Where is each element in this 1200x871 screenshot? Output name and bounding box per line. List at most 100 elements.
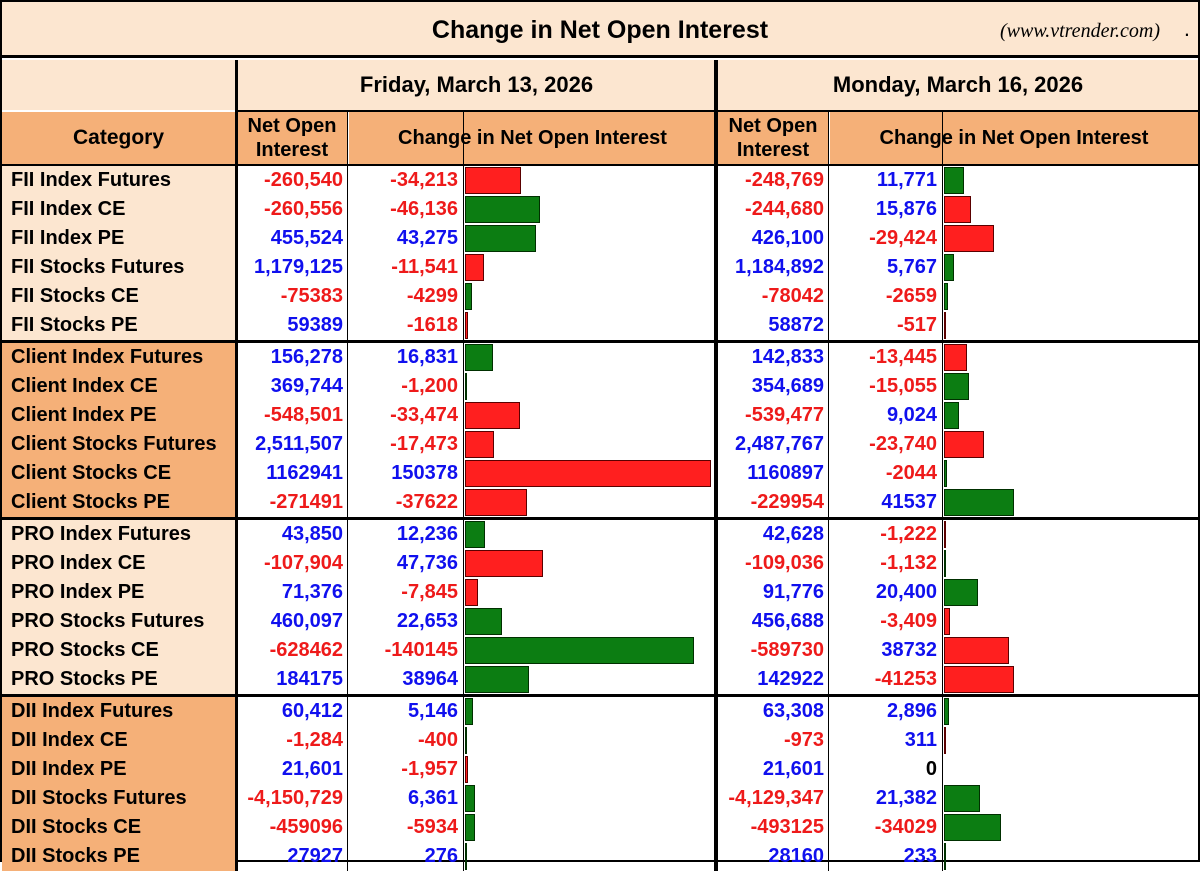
fri-noi-value: -260,556 bbox=[264, 198, 343, 220]
mon-noi-value: -973 bbox=[783, 729, 824, 751]
net-oi-label-line2: Interest bbox=[255, 139, 329, 161]
mon-noi-value: -4,129,347 bbox=[728, 787, 824, 809]
mon-chg-value: -3,409 bbox=[880, 610, 937, 632]
change-bar-monday bbox=[944, 254, 954, 281]
change-bar-friday bbox=[465, 402, 520, 429]
change-bar-friday bbox=[465, 254, 484, 281]
change-bar-friday bbox=[465, 196, 540, 223]
mon-noi-value: 58872 bbox=[768, 314, 824, 336]
fri-noi-value: 71,376 bbox=[281, 581, 343, 603]
fri-chg-value: -11,541 bbox=[391, 256, 458, 278]
fri-noi-value: -548,501 bbox=[264, 404, 343, 426]
mon-chg-value: 233 bbox=[903, 845, 937, 867]
mon-noi-value: -539,477 bbox=[745, 404, 824, 426]
category-cell: Client Stocks Futures bbox=[2, 430, 235, 459]
fri-chg-value: -5934 bbox=[406, 816, 458, 838]
category-cell: PRO Index CE bbox=[2, 549, 235, 578]
mon-noi-value: -244,680 bbox=[745, 198, 824, 220]
mon-chg-value: -23,740 bbox=[869, 433, 937, 455]
change-bar-friday bbox=[465, 727, 467, 754]
mon-chg-value: -2659 bbox=[885, 285, 937, 307]
fri-noi-value: 460,097 bbox=[270, 610, 343, 632]
fri-noi-value: 1162941 bbox=[266, 462, 343, 484]
mon-chg-value: -517 bbox=[896, 314, 937, 336]
mon-chg-value: -1,222 bbox=[880, 523, 937, 545]
change-bar-monday bbox=[944, 637, 1009, 664]
date-header-friday: Friday, March 13, 2026 bbox=[237, 60, 716, 110]
mon-noi-value: 63,308 bbox=[762, 700, 824, 722]
column-divider bbox=[235, 60, 238, 871]
fri-chg-value: -33,474 bbox=[390, 404, 458, 426]
mon-noi-value: 456,688 bbox=[751, 610, 824, 632]
mon-chg-value: -15,055 bbox=[869, 375, 937, 397]
mon-noi-value: 2,487,767 bbox=[735, 433, 824, 455]
category-cell: Client Stocks PE bbox=[2, 488, 235, 517]
change-bar-monday bbox=[944, 225, 994, 252]
category-cell: PRO Index PE bbox=[2, 578, 235, 607]
mon-noi-value: 354,689 bbox=[751, 375, 824, 397]
fri-chg-value: -1,957 bbox=[401, 758, 458, 780]
net-oi-label-line1: Net Open bbox=[247, 115, 337, 137]
category-cell: DII Stocks Futures bbox=[2, 784, 235, 813]
fri-noi-value: 184175 bbox=[276, 668, 343, 690]
change-bar-monday bbox=[944, 843, 946, 870]
category-cell: DII Stocks CE bbox=[2, 813, 235, 842]
page-title: Change in Net Open Interest bbox=[431, 16, 769, 44]
change-bar-monday bbox=[944, 489, 1014, 516]
group-divider bbox=[2, 694, 1198, 697]
mon-chg-value: 21,382 bbox=[875, 787, 937, 809]
fri-chg-value: 5,146 bbox=[407, 700, 458, 722]
source-note: (www.vtrender.com) bbox=[1000, 20, 1160, 42]
column-divider bbox=[463, 112, 464, 871]
mon-noi-value: 91,776 bbox=[762, 581, 824, 603]
fri-chg-value: -4299 bbox=[406, 285, 458, 307]
change-bar-friday bbox=[465, 460, 711, 487]
column-divider bbox=[828, 112, 829, 871]
fri-chg-value: -400 bbox=[417, 729, 458, 751]
mon-noi-value: 426,100 bbox=[751, 227, 824, 249]
change-bar-monday bbox=[944, 521, 946, 548]
fri-noi-value: -4,150,729 bbox=[247, 787, 343, 809]
fri-chg-value: 12,236 bbox=[396, 523, 458, 545]
fri-noi-value: -260,540 bbox=[264, 169, 343, 191]
fri-chg-value: 38964 bbox=[402, 668, 458, 690]
change-bar-monday bbox=[944, 196, 971, 223]
source-dot: . bbox=[1183, 16, 1190, 41]
mon-noi-value: 142922 bbox=[757, 668, 824, 690]
fri-chg-value: 16,831 bbox=[396, 346, 458, 368]
date-header-spacer bbox=[2, 60, 235, 110]
fri-noi-value: -1,284 bbox=[286, 729, 343, 751]
category-cell: FII Stocks Futures bbox=[2, 253, 235, 282]
change-bar-friday bbox=[465, 521, 485, 548]
category-cell: DII Stocks PE bbox=[2, 842, 235, 871]
fri-noi-value: -75383 bbox=[280, 285, 343, 307]
change-bar-friday bbox=[465, 756, 468, 783]
category-cell: Client Index PE bbox=[2, 401, 235, 430]
mon-chg-value: -41253 bbox=[874, 668, 937, 690]
category-cell: FII Stocks CE bbox=[2, 282, 235, 311]
fri-noi-value: -459096 bbox=[269, 816, 343, 838]
mon-noi-value: 21,601 bbox=[762, 758, 824, 780]
fri-chg-value: 22,653 bbox=[396, 610, 458, 632]
fri-noi-value: 59389 bbox=[287, 314, 343, 336]
column-divider bbox=[942, 112, 943, 871]
fri-noi-value: 43,850 bbox=[281, 523, 343, 545]
fri-chg-value: -140145 bbox=[384, 639, 458, 661]
change-bar-monday bbox=[944, 579, 978, 606]
mon-noi-value: 142,833 bbox=[751, 346, 824, 368]
change-bar-friday bbox=[465, 283, 472, 310]
mon-chg-value: -34029 bbox=[874, 816, 937, 838]
category-cell: FII Index CE bbox=[2, 195, 235, 224]
change-bar-friday bbox=[465, 785, 475, 812]
fri-noi-value: 60,412 bbox=[281, 700, 343, 722]
fri-chg-value: -1,200 bbox=[401, 375, 458, 397]
change-bar-friday bbox=[465, 666, 529, 693]
category-cell: PRO Index Futures bbox=[2, 520, 235, 549]
category-cell: PRO Stocks Futures bbox=[2, 607, 235, 636]
category-cell: FII Index Futures bbox=[2, 166, 235, 195]
change-bar-monday bbox=[944, 460, 947, 487]
title-bar: Change in Net Open Interest (www.vtrende… bbox=[2, 2, 1198, 58]
fri-noi-value: -271491 bbox=[269, 491, 343, 513]
change-bar-monday bbox=[944, 727, 946, 754]
